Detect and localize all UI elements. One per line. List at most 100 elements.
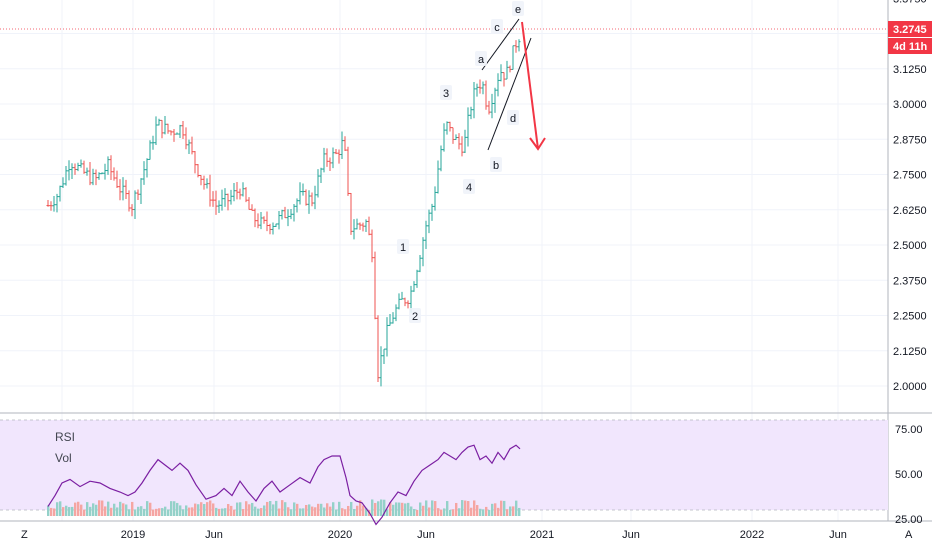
volume-bar <box>485 506 488 516</box>
volume-bar <box>476 505 479 516</box>
price-bar <box>211 191 215 207</box>
volume-bar <box>167 509 170 516</box>
wave-label-text: e <box>515 4 521 16</box>
price-bar <box>46 199 50 207</box>
volume-bar <box>86 502 89 516</box>
volume-bar <box>197 504 200 516</box>
volume-bar <box>101 500 104 516</box>
price-bar <box>127 190 131 212</box>
price-bar <box>259 212 263 230</box>
price-tick-label: 2.0000 <box>893 381 927 393</box>
volume-bar <box>248 504 251 516</box>
price-bar <box>451 127 455 144</box>
volume-bar <box>68 507 71 516</box>
rsi-label: RSI <box>55 430 75 444</box>
volume-bar <box>380 499 383 516</box>
price-bar <box>364 219 368 232</box>
volume-bar <box>299 508 302 516</box>
volume-bar <box>194 503 197 516</box>
price-bar <box>499 64 503 82</box>
volume-bar <box>518 507 521 516</box>
price-bar <box>472 82 476 119</box>
price-bar <box>91 168 95 186</box>
volume-bar <box>80 504 83 516</box>
volume-bar <box>149 502 152 516</box>
price-bar <box>100 172 104 175</box>
volume-bar <box>392 504 395 516</box>
auto-scale-button[interactable]: A <box>905 529 913 541</box>
volume-bar <box>215 507 218 516</box>
price-bar <box>421 237 425 267</box>
price-bar <box>142 161 146 185</box>
time-axis[interactable]: 2019 Jun 2020 Jun 2021 Jun 2022 Jun <box>121 529 847 541</box>
rsi-tick-label: 50.00 <box>895 469 923 481</box>
price-bar <box>304 189 308 206</box>
rsi-axis[interactable]: 75.00 50.00 25.00 <box>895 424 923 526</box>
price-bar <box>427 209 431 234</box>
timezone-button[interactable]: Z <box>21 529 28 541</box>
price-axis[interactable]: 3.3750 3.1250 3.0000 2.8750 2.7500 2.6250 2.50… <box>893 0 927 393</box>
volume-bar <box>47 505 50 516</box>
price-bar <box>508 65 512 73</box>
price-bar <box>298 182 302 205</box>
volume-bar <box>251 502 254 516</box>
price-bar <box>265 211 269 232</box>
price-bar <box>412 281 416 292</box>
wave-label-text: c <box>494 22 500 34</box>
price-bar <box>160 119 164 139</box>
volume-bar <box>62 507 65 516</box>
price-bar <box>274 223 278 228</box>
volume-bar <box>338 501 341 516</box>
price-bar <box>361 222 365 232</box>
volume-bar <box>287 507 290 516</box>
price-bar <box>493 87 497 113</box>
price-bar <box>94 169 98 186</box>
volume-bar <box>455 502 458 516</box>
volume-bar <box>500 500 503 516</box>
volume-bar <box>164 506 167 516</box>
volume-bar <box>383 499 386 516</box>
price-bar <box>340 131 344 159</box>
volume-bar <box>461 500 464 516</box>
price-bar <box>124 179 128 200</box>
volume-bar <box>371 499 374 516</box>
price-bar <box>517 39 521 52</box>
price-bar <box>436 160 440 194</box>
projection-arrow-shaft <box>521 21 539 150</box>
volume-bar <box>155 508 158 516</box>
price-bar <box>256 213 260 229</box>
price-bar <box>334 148 338 155</box>
volume-bar <box>326 503 329 516</box>
wave-label-text: a <box>478 54 485 66</box>
last-price-badge: 3.2745 <box>893 24 927 36</box>
price-bar <box>73 163 77 175</box>
price-bar <box>328 157 332 172</box>
volume-bar <box>350 501 353 516</box>
price-bar <box>349 192 353 235</box>
volume-bar <box>116 507 119 516</box>
wedge-lower-line <box>487 37 532 151</box>
price-bar <box>403 297 407 307</box>
price-bar <box>70 163 74 179</box>
price-bar <box>214 190 218 215</box>
volume-bar <box>488 509 491 516</box>
price-bar <box>280 209 284 220</box>
volume-bar <box>134 509 137 516</box>
volume-bar <box>59 501 62 516</box>
wave-label: 1 <box>397 239 409 254</box>
price-bar <box>118 179 122 201</box>
volume-bar <box>305 504 308 516</box>
volume-bar <box>425 500 428 516</box>
volume-bar <box>353 508 356 516</box>
price-bar <box>163 115 167 135</box>
price-bar <box>103 163 107 180</box>
price-bar <box>97 172 101 180</box>
price-bar <box>223 188 227 207</box>
price-bar <box>130 204 134 217</box>
price-bar <box>55 193 59 213</box>
price-bar <box>502 72 506 87</box>
time-tick-label: Jun <box>829 529 847 541</box>
wave-label: a <box>475 51 487 66</box>
price-bar <box>337 149 341 164</box>
